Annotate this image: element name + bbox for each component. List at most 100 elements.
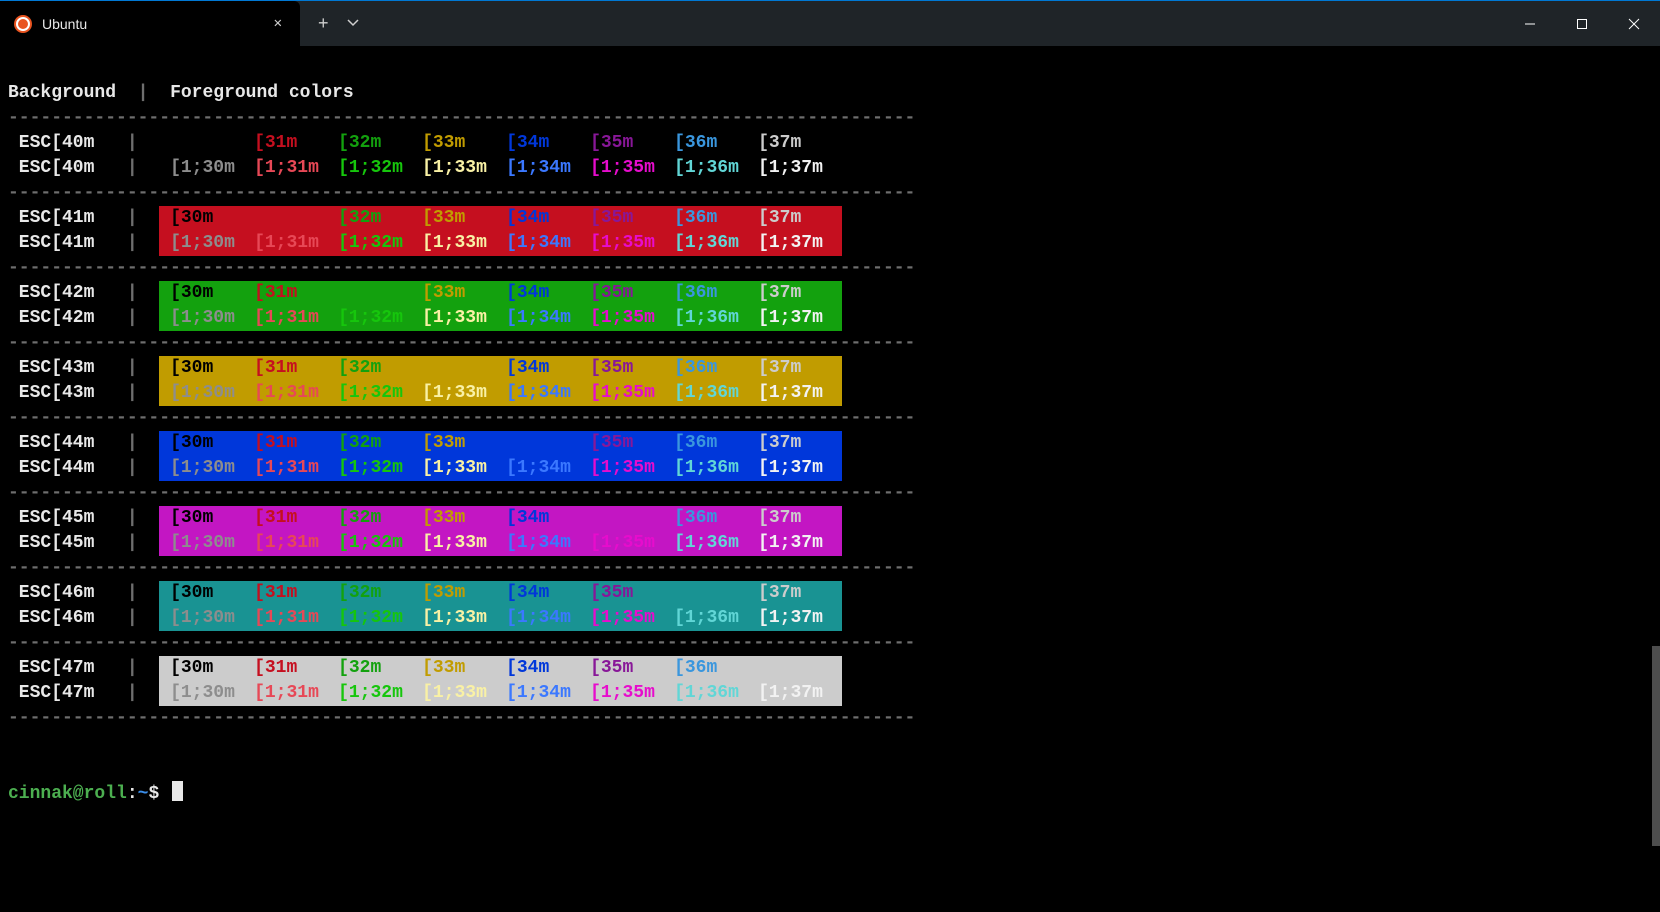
fg-cell-1-36: [1;36m [674, 606, 758, 631]
fg-cell-1-32: [1;32m [338, 606, 422, 631]
fg-cell-1-34: [1;34m [506, 456, 590, 481]
fg-cell-32: [32m [338, 131, 422, 156]
fg-cell-1-35: [1;35m [590, 456, 674, 481]
fg-cell-31: [31m [254, 431, 338, 456]
fg-cell-1-35: [1;35m [590, 606, 674, 631]
fg-cell-30 [170, 131, 254, 156]
fg-cell-1-33: [1;33m [422, 456, 506, 481]
fg-cell-34: [34m [506, 656, 590, 681]
fg-cell-37: [37m [758, 431, 842, 456]
fg-cell-37: [37m [758, 356, 842, 381]
bg-label-42: ESC[42m [8, 281, 127, 306]
fg-cell-35: [35m [590, 356, 674, 381]
bg-row-42-normal: [30m [31m [33m [34m [35m [36m [37m [159, 281, 842, 306]
fg-cell-33: [33m [422, 131, 506, 156]
fg-cell-1-32: [1;32m [338, 531, 422, 556]
fg-cell-1-30: [1;30m [170, 456, 254, 481]
window-controls [1504, 1, 1660, 46]
fg-cell-1-34: [1;34m [506, 231, 590, 256]
fg-cell-1-32: [1;32m [338, 381, 422, 406]
fg-cell-1-37: [1;37m [758, 381, 842, 406]
fg-cell-33: [33m [422, 656, 506, 681]
fg-cell-37 [758, 656, 842, 681]
bg-label-46-b: ESC[46m [8, 606, 127, 631]
fg-cell-1-34: [1;34m [506, 531, 590, 556]
fg-cell-36 [674, 581, 758, 606]
bg-row-44-bright: [1;30m [1;31m [1;32m [1;33m [1;34m [1;35… [159, 456, 842, 481]
bg-label-45-b: ESC[45m [8, 531, 127, 556]
divider: ----------------------------------------… [8, 181, 1652, 206]
bg-row-47-normal: [30m [31m [32m [33m [34m [35m [36m [159, 656, 842, 681]
fg-cell-32: [32m [338, 506, 422, 531]
fg-cell-33: [33m [422, 581, 506, 606]
fg-cell-35: [35m [590, 431, 674, 456]
divider: ----------------------------------------… [8, 706, 1652, 731]
fg-cell-35: [35m [590, 131, 674, 156]
fg-cell-35: [35m [590, 206, 674, 231]
fg-cell-32 [338, 281, 422, 306]
fg-cell-30: [30m [170, 431, 254, 456]
tab-dropdown-button[interactable] [347, 13, 359, 34]
fg-cell-31: [31m [254, 656, 338, 681]
bg-label-40-b: ESC[40m [8, 156, 127, 181]
fg-cell-1-37: [1;37m [758, 306, 842, 331]
new-tab-button[interactable]: + [318, 13, 329, 34]
fg-cell-1-35: [1;35m [590, 156, 674, 181]
fg-cell-37: [37m [758, 206, 842, 231]
minimize-button[interactable] [1504, 2, 1556, 46]
bg-row-47-bright: [1;30m [1;31m [1;32m [1;33m [1;34m [1;35… [159, 681, 842, 706]
cursor [172, 781, 183, 801]
fg-cell-1-33: [1;33m [422, 156, 506, 181]
fg-cell-36: [36m [674, 431, 758, 456]
fg-cell-1-31: [1;31m [254, 231, 338, 256]
bg-label-42-b: ESC[42m [8, 306, 127, 331]
fg-cell-34: [34m [506, 281, 590, 306]
maximize-button[interactable] [1556, 2, 1608, 46]
bg-row-41-normal: [30m [32m [33m [34m [35m [36m [37m [159, 206, 842, 231]
prompt-user: cinnak@roll [8, 784, 127, 804]
tab-close-button[interactable]: ✕ [268, 13, 288, 34]
fg-cell-37: [37m [758, 581, 842, 606]
fg-cell-1-33: [1;33m [422, 231, 506, 256]
fg-cell-33: [33m [422, 431, 506, 456]
fg-cell-1-32: [1;32m [338, 306, 422, 331]
fg-cell-1-30: [1;30m [170, 531, 254, 556]
prompt-path: ~ [138, 784, 149, 804]
fg-cell-1-36: [1;36m [674, 306, 758, 331]
terminal-output[interactable]: Background | Foreground colors----------… [0, 46, 1660, 912]
fg-cell-31: [31m [254, 281, 338, 306]
bg-label-46: ESC[46m [8, 581, 127, 606]
scrollbar[interactable] [1652, 646, 1660, 846]
bg-label-44-b: ESC[44m [8, 456, 127, 481]
header-separator: | [138, 83, 149, 103]
fg-cell-34 [506, 431, 590, 456]
fg-cell-33: [33m [422, 506, 506, 531]
fg-cell-1-36: [1;36m [674, 531, 758, 556]
fg-cell-30: [30m [170, 581, 254, 606]
fg-cell-34: [34m [506, 581, 590, 606]
divider: ----------------------------------------… [8, 106, 1652, 131]
fg-cell-1-31: [1;31m [254, 606, 338, 631]
fg-cell-32: [32m [338, 356, 422, 381]
fg-cell-32: [32m [338, 206, 422, 231]
fg-cell-36: [36m [674, 131, 758, 156]
bg-row-44-normal: [30m [31m [32m [33m [35m [36m [37m [159, 431, 842, 456]
fg-cell-1-37: [1;37m [758, 231, 842, 256]
fg-cell-33 [422, 356, 506, 381]
fg-cell-1-33: [1;33m [422, 381, 506, 406]
fg-cell-1-30: [1;30m [170, 231, 254, 256]
tab-title: Ubuntu [42, 16, 258, 32]
fg-cell-1-31: [1;31m [254, 306, 338, 331]
bg-label-43: ESC[43m [8, 356, 127, 381]
fg-cell-1-33: [1;33m [422, 606, 506, 631]
tab-ubuntu[interactable]: Ubuntu ✕ [0, 1, 300, 46]
fg-cell-1-30: [1;30m [170, 381, 254, 406]
close-button[interactable] [1608, 2, 1660, 46]
fg-cell-1-31: [1;31m [254, 156, 338, 181]
fg-cell-1-35: [1;35m [590, 231, 674, 256]
fg-cell-1-32: [1;32m [338, 156, 422, 181]
fg-cell-1-34: [1;34m [506, 306, 590, 331]
titlebar: Ubuntu ✕ + [0, 0, 1660, 46]
bg-label-40: ESC[40m [8, 131, 127, 156]
fg-cell-1-36: [1;36m [674, 231, 758, 256]
